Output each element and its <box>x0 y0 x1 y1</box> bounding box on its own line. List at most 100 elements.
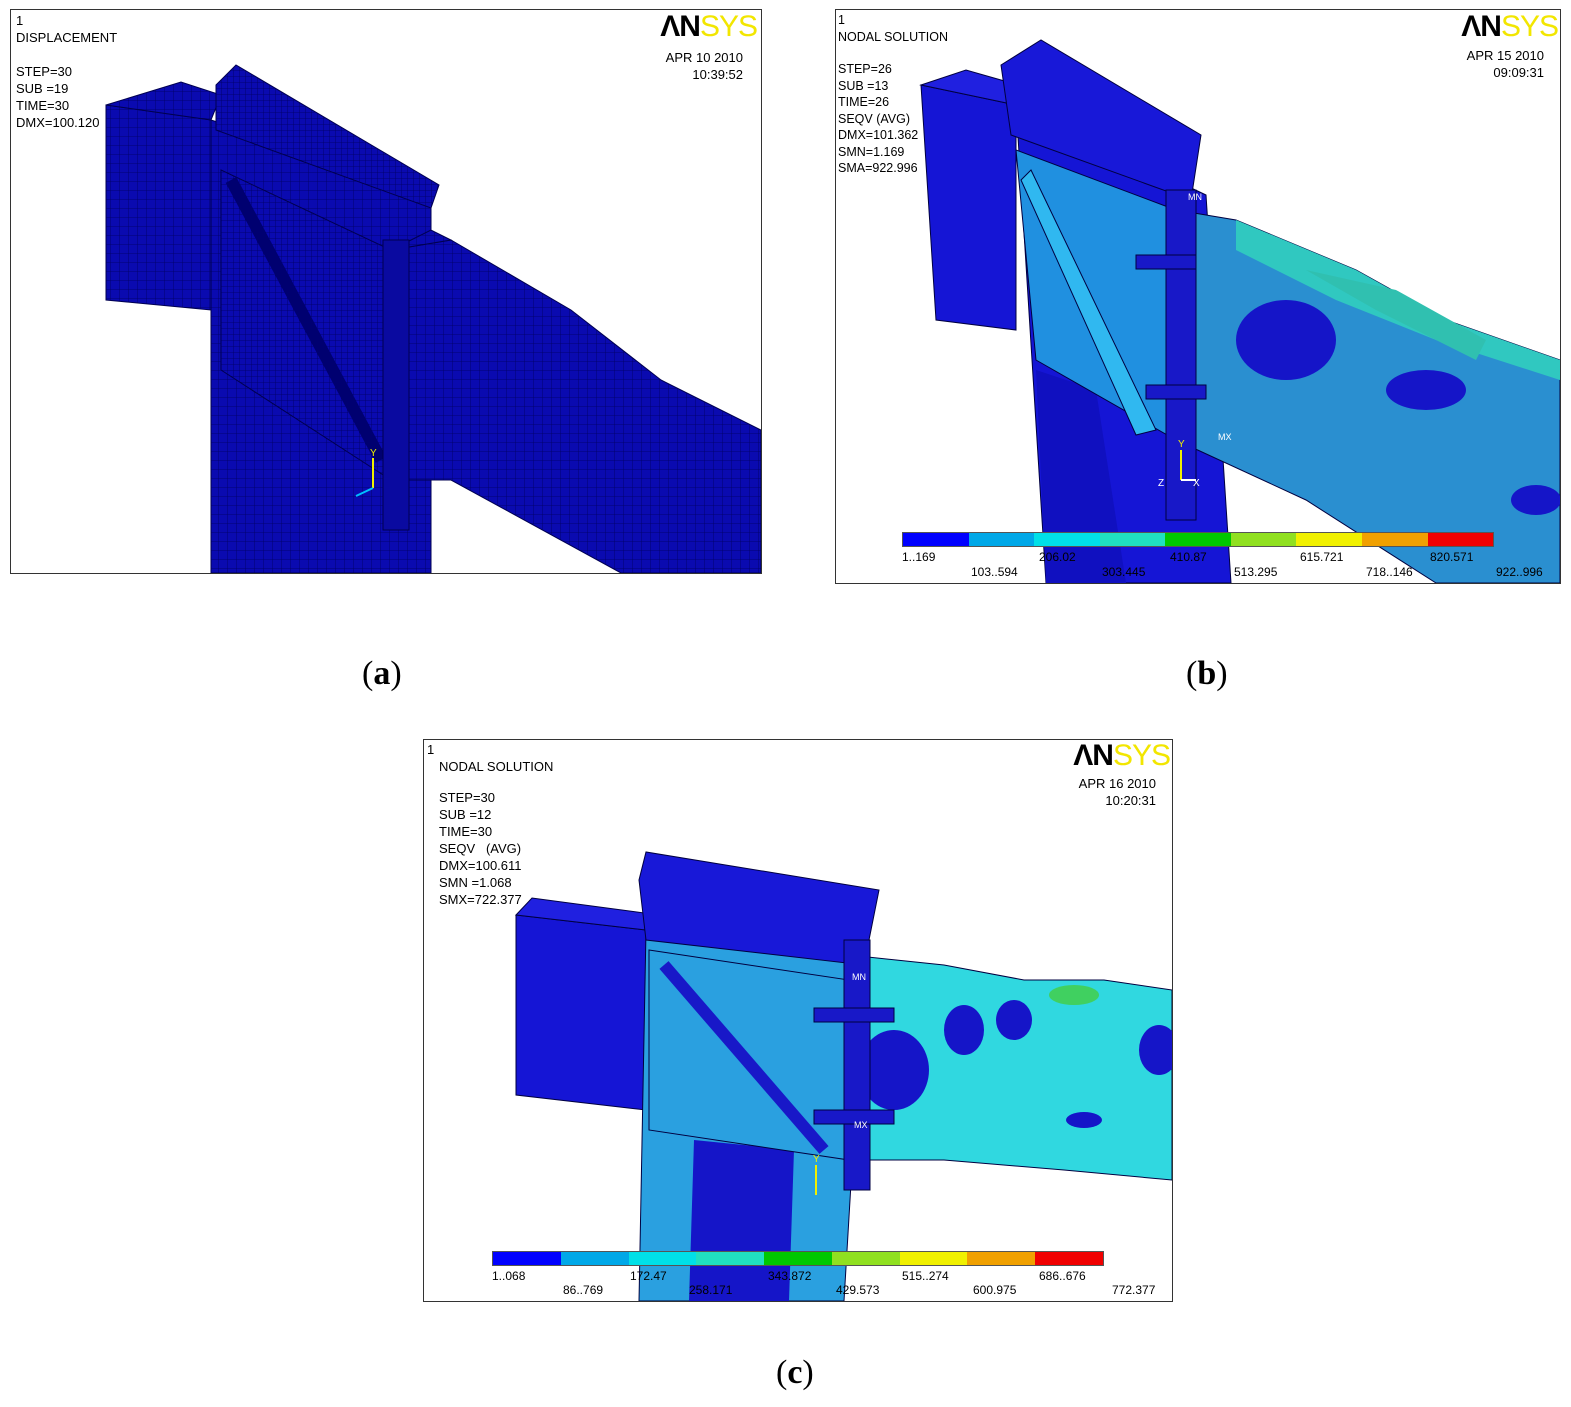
legend-swatch <box>831 1252 900 1265</box>
time-line: TIME=26 <box>838 95 890 109</box>
legend-bar <box>902 532 1494 547</box>
legend-swatch <box>903 533 969 546</box>
dmx-line: DMX=100.120 <box>16 115 100 130</box>
legend-swatch <box>1361 533 1428 546</box>
mx-marker: MX <box>1218 432 1232 442</box>
sub-line: SUB =19 <box>16 81 69 96</box>
time-line: TIME=30 <box>439 824 493 839</box>
ansys-logo: ΛNSYS <box>1461 10 1559 43</box>
dmx-line: DMX=101.362 <box>838 128 919 142</box>
coordinate-triad: Y <box>813 1154 820 1195</box>
timestamp-a: APR 10 2010 10:39:52 <box>666 49 743 83</box>
legend-tick: 1..169 <box>902 550 936 564</box>
panel-a: Y 1 DISPLACEMENT STEP=30 SUB =19 TIME=30… <box>10 9 762 574</box>
legend-swatch <box>493 1252 561 1265</box>
legend-tick: 303.445 <box>1102 565 1146 579</box>
right-beam <box>1175 209 1560 583</box>
timestamp-b: APR 15 2010 09:09:31 <box>1467 47 1544 81</box>
svg-text:Y: Y <box>1178 439 1185 450</box>
legend-tick: 86..769 <box>563 1283 604 1297</box>
legend-swatch <box>560 1252 629 1265</box>
smn-line: SMN=1.169 <box>838 144 905 159</box>
legend-swatch <box>764 1252 832 1265</box>
panel-c: MN MX Y 1 NODAL SOLUTION STEP=30 SUB =12… <box>423 739 1173 1302</box>
legend-swatch <box>1034 533 1100 546</box>
legend-tick: 103..594 <box>971 565 1018 579</box>
panel-b: MN MX Y X Z 1 NODAL SOLUTION STEP=26 SUB… <box>835 9 1561 584</box>
legend-tick: 772.377 <box>1112 1283 1156 1297</box>
caption-b: (b) <box>1186 655 1228 692</box>
legend-swatch <box>696 1252 765 1265</box>
coordinate-triad: Y X Z <box>1158 439 1200 489</box>
sub-line: SUB =12 <box>439 807 492 822</box>
timestamp-c: APR 16 2010 10:20:31 <box>1079 775 1156 809</box>
caption-c: (c) <box>776 1354 814 1391</box>
contour-legend-b <box>902 532 1494 547</box>
legend-tick: 172.47 <box>630 1269 667 1283</box>
time-line: TIME=30 <box>16 98 70 113</box>
seqv-line: SEQV (AVG) <box>838 111 911 126</box>
step-line: STEP=26 <box>838 62 892 76</box>
info-block-b: 1 NODAL SOLUTION STEP=26 SUB =13 TIME=26… <box>838 12 948 177</box>
info-block-c: 1 NODAL SOLUTION STEP=30 SUB =12 TIME=30… <box>427 741 553 908</box>
legend-swatch <box>1035 1252 1104 1265</box>
legend-swatch <box>899 1252 968 1265</box>
svg-text:Y: Y <box>370 448 377 459</box>
date-label: APR 16 2010 <box>1078 776 1156 791</box>
ansys-logo: ΛNSYS <box>1073 739 1171 772</box>
caption-a: (a) <box>362 655 402 692</box>
stress-model-b: MN MX Y X Z <box>919 39 1560 583</box>
window-index: 1 <box>838 13 845 27</box>
legend-tick: 206.02 <box>1039 550 1076 564</box>
legend-swatch <box>1427 533 1494 546</box>
legend-tick: 686..676 <box>1039 1269 1086 1283</box>
plot-title: NODAL SOLUTION <box>439 759 554 774</box>
seqv-line: SEQV (AVG) <box>439 841 522 856</box>
legend-swatch <box>628 1252 697 1265</box>
svg-text:Y: Y <box>813 1154 820 1165</box>
ansys-logo: ΛNSYS <box>660 10 758 43</box>
legend-swatch <box>1230 533 1297 546</box>
sub-line: SUB =13 <box>838 78 889 93</box>
sma-line: SMA=922.996 <box>838 161 918 175</box>
legend-tick: 429.573 <box>836 1283 880 1297</box>
legend-tick: 718..146 <box>1366 565 1413 579</box>
coordinate-triad: Y <box>355 448 377 497</box>
window-index: 1 <box>16 13 24 28</box>
legend-tick: 343.872 <box>768 1269 812 1283</box>
mesh-model-a: Y <box>105 64 761 573</box>
legend-tick: 258.171 <box>689 1283 733 1297</box>
contour-legend-c <box>492 1251 1104 1266</box>
mn-marker: MN <box>852 972 866 982</box>
step-line: STEP=30 <box>16 64 73 79</box>
info-block-a: 1 DISPLACEMENT STEP=30 SUB =19 TIME=30 D… <box>16 12 117 131</box>
column-cap <box>215 64 440 209</box>
legend-bar <box>492 1251 1104 1266</box>
mx-marker: MX <box>854 1120 868 1130</box>
end-plate <box>843 939 871 1191</box>
left-beam-stub <box>105 104 212 311</box>
legend-tick: 515..274 <box>902 1269 949 1283</box>
legend-swatch <box>968 533 1035 546</box>
window-index: 1 <box>427 742 435 757</box>
time-label: 10:39:52 <box>692 67 743 82</box>
legend-swatch <box>1296 533 1362 546</box>
mn-marker: MN <box>1188 192 1202 202</box>
legend-tick: 410.87 <box>1170 550 1207 564</box>
legend-swatch <box>1165 533 1231 546</box>
legend-swatch <box>967 1252 1036 1265</box>
legend-tick: 513.295 <box>1234 565 1278 579</box>
right-beam <box>390 239 761 573</box>
plot-title: DISPLACEMENT <box>16 30 118 45</box>
date-label: APR 10 2010 <box>665 50 743 65</box>
legend-tick: 1..068 <box>492 1269 526 1283</box>
legend-tick: 600.975 <box>973 1283 1017 1297</box>
time-label: 09:09:31 <box>1493 65 1544 80</box>
svg-text:Z: Z <box>1158 478 1164 489</box>
svg-text:X: X <box>1193 478 1200 489</box>
smx-line: SMX=722.377 <box>439 892 522 907</box>
legend-tick: 922..996 <box>1496 565 1543 579</box>
end-plate <box>382 239 410 531</box>
smn-line: SMN =1.068 <box>439 875 512 890</box>
legend-tick: 820.571 <box>1430 550 1474 564</box>
